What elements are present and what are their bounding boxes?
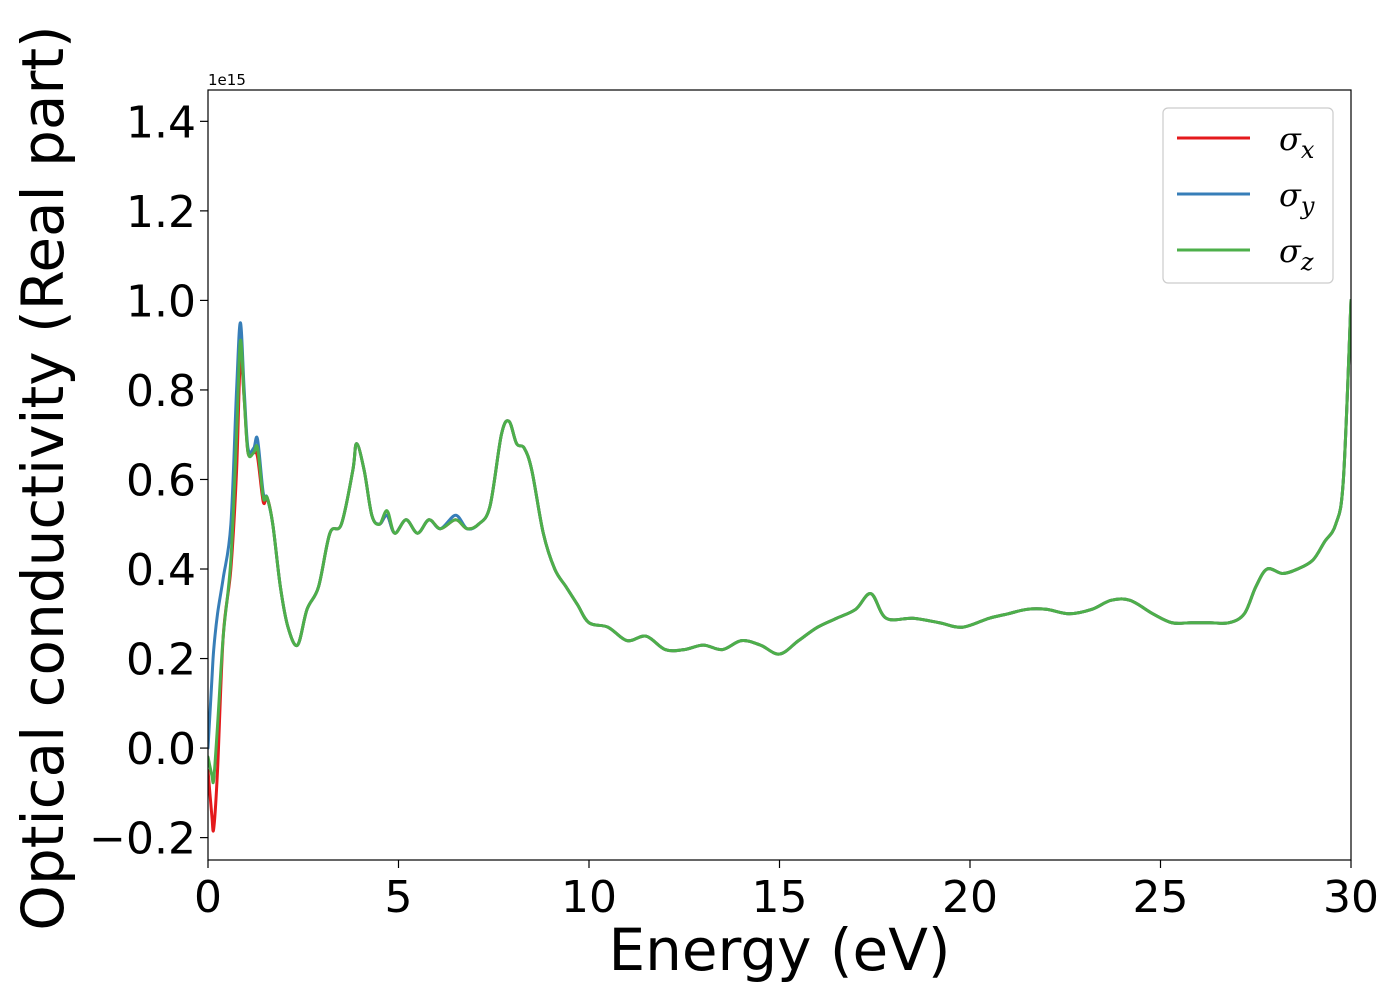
x-tick-label: 20: [942, 872, 998, 923]
y-axis-title: Optical conductivity (Real part): [9, 25, 77, 930]
legend-label-y: σy: [1279, 176, 1315, 220]
y-offset-label: 1e15: [208, 71, 246, 89]
y-tick-label: −0.2: [89, 814, 196, 865]
legend: σx σy σz: [1162, 107, 1334, 284]
y-tick-label: 0.2: [126, 635, 196, 686]
x-axis-title: Energy (eV): [608, 916, 950, 984]
series-layer: [208, 298, 1351, 833]
y-tick-label: 0.6: [126, 455, 196, 506]
legend-label-z: σz: [1279, 232, 1314, 276]
x-tick-label: 25: [1133, 872, 1189, 923]
y-tick-label: 0.0: [126, 724, 196, 775]
y-tick-label: 0.4: [126, 545, 196, 596]
series-line-z: [208, 298, 1351, 785]
x-tick-label: 10: [561, 872, 617, 923]
y-tick-label: 0.8: [126, 366, 196, 417]
y-tick-label: 1.0: [126, 276, 196, 327]
y-tick-label: 1.2: [126, 187, 196, 238]
x-tick-label: 0: [194, 872, 222, 923]
legend-label-x: σx: [1279, 120, 1315, 164]
x-tick-label: 15: [752, 872, 808, 923]
y-tick-label: 1.4: [126, 97, 196, 148]
ticks-layer: 0 5 10 15 20 25 30 −0.2 0.0 0.2 0.4 0.6 0.8 1.0 1.2 1.4: [89, 97, 1379, 923]
x-tick-label: 5: [385, 872, 413, 923]
x-tick-label: 30: [1323, 872, 1379, 923]
series-line-x: [208, 298, 1351, 833]
